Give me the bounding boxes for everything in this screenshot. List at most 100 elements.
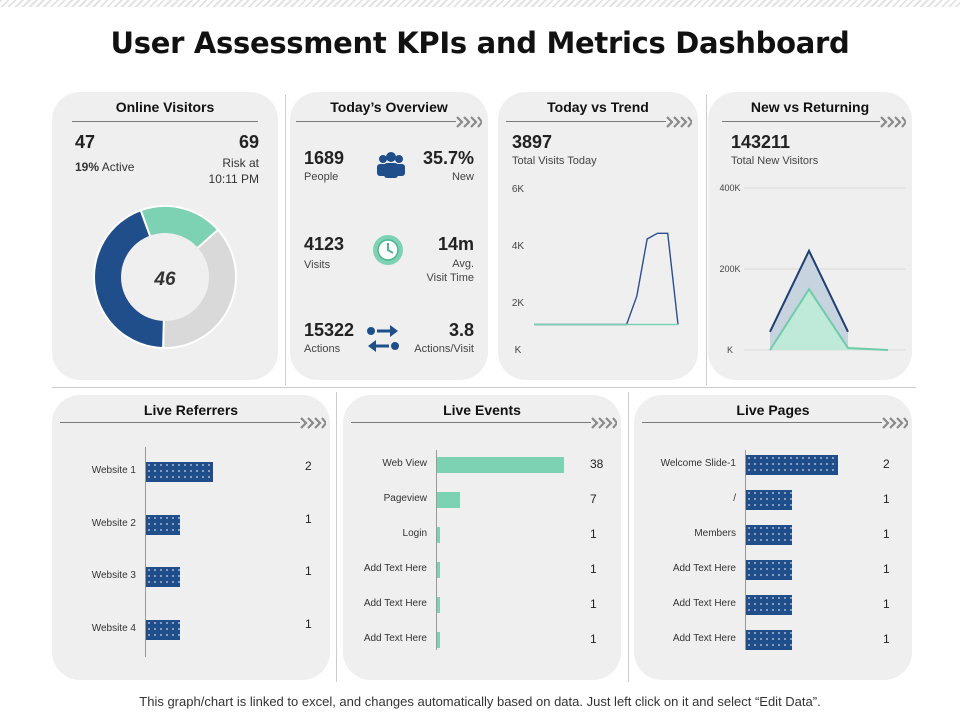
category-axis — [745, 450, 746, 650]
bar — [746, 560, 792, 580]
y-tick-label: 400K — [719, 183, 740, 193]
bar-value-label: 2 — [305, 459, 312, 473]
bar — [746, 455, 838, 475]
y-tick-label: K — [727, 345, 733, 355]
bar-value-label: 7 — [590, 492, 597, 506]
chevron-right-icon — [591, 417, 617, 429]
risk-time: 10:11 PM — [208, 172, 259, 186]
bar — [746, 490, 792, 510]
bar — [146, 462, 213, 482]
bar-value-label: 1 — [590, 527, 597, 541]
panel-title: New vs Returning — [750, 99, 870, 115]
separator — [628, 392, 629, 682]
chevron-right-icon — [880, 116, 906, 128]
title-underline — [642, 422, 882, 423]
online-visitors-panel: Online Visitors 47 19% Active 69 Risk at… — [52, 92, 278, 380]
avg-label-2: Visit Time — [426, 272, 474, 284]
today-vs-trend-chart: 6K 4K 2K K — [512, 184, 679, 356]
bar — [146, 514, 180, 535]
bar-value-label: 1 — [305, 511, 312, 526]
bar-category-label: Members — [694, 528, 736, 539]
panel-title: Online Visitors — [115, 99, 215, 115]
title-underline — [60, 422, 300, 423]
new-vs-returning-chart: 400K 200K K — [719, 183, 906, 355]
visits-value: 4123 — [304, 234, 345, 254]
separator — [52, 387, 916, 388]
separator — [285, 95, 286, 385]
title-underline — [506, 121, 666, 122]
dashboard-title: User Assessment KPIs and Metrics Dashboa… — [110, 26, 850, 60]
bar — [746, 595, 792, 615]
line-returning — [769, 248, 849, 333]
donut-hole — [121, 233, 209, 321]
returning-total: 143211 — [731, 132, 791, 152]
online-count: 47 — [75, 132, 96, 152]
top-stripe — [0, 0, 960, 7]
bar-value-label: 1 — [305, 616, 312, 631]
bar — [437, 527, 441, 543]
category-axis — [145, 447, 146, 657]
new-label: New — [451, 171, 474, 183]
active-line: 19% Active — [75, 160, 134, 174]
bar-value-label: 2 — [883, 457, 890, 471]
title-underline — [351, 422, 591, 423]
live-events-panel: Live Events Web View 38 Pageview 7 Login 1 Add… — [343, 395, 621, 680]
avg-time: 14m — [437, 234, 474, 254]
panel-title: Today’s Overview — [330, 99, 448, 115]
live-referrers-panel: Live Referrers Website 1 2 Website 2 1 Websi… — [52, 395, 330, 680]
trend-total: 3897 — [512, 132, 553, 152]
new-vs-returning-panel: New vs Returning 143211 Total New Visito… — [708, 92, 912, 380]
line-new — [769, 287, 889, 351]
bar-value-label: 1 — [590, 562, 597, 576]
bar-category-label: Welcome Slide-1 — [660, 458, 736, 469]
y-tick-label: K — [515, 345, 522, 356]
clock-icon — [373, 235, 403, 265]
live-pages-panel: Live Pages Welcome Slide-1 2 / 1 Members 1 Add… — [634, 395, 912, 680]
panel-title: Live Referrers — [143, 402, 239, 418]
bar-category-label: Pageview — [383, 493, 427, 504]
bar — [746, 630, 792, 650]
bar — [437, 457, 564, 473]
actions-value: 15322 — [304, 320, 355, 340]
panel-title: Today vs Trend — [547, 99, 649, 115]
bar-category-label: Website 1 — [91, 465, 136, 476]
bar-category-label: Add Text Here — [363, 598, 427, 609]
actions-label: Actions — [304, 343, 341, 355]
panel-title: Live Events — [443, 402, 521, 418]
bar-category-label: Add Text Here — [363, 563, 427, 574]
y-tick-label: 200K — [719, 264, 740, 274]
series-line-today — [534, 232, 679, 326]
y-tick-label: 6K — [512, 184, 525, 195]
separator — [336, 392, 337, 682]
risk-label: Risk at — [222, 156, 259, 170]
people-label: People — [304, 171, 339, 183]
title-underline — [72, 121, 258, 122]
bar-value-label: 1 — [883, 492, 890, 506]
bar-category-label: Web View — [382, 458, 427, 469]
apv-label: Actions/Visit — [414, 343, 474, 355]
chevron-right-icon — [300, 417, 326, 429]
active-label: Active — [101, 160, 135, 174]
donut-center-value: 46 — [154, 269, 176, 290]
bar — [146, 567, 180, 587]
apv-value: 3.8 — [448, 320, 474, 340]
bar-category-label: Add Text Here — [672, 563, 736, 574]
bar — [437, 597, 441, 613]
bar-category-label: Add Text Here — [672, 633, 736, 644]
today-vs-trend-panel: Today vs Trend 3897 Total Visits Today 6… — [498, 92, 698, 380]
chevron-right-icon — [666, 116, 692, 128]
chevron-right-icon — [456, 116, 482, 128]
bar-category-label: Add Text Here — [363, 633, 427, 644]
bar-value-label: 1 — [590, 597, 597, 611]
footer-note: This graph/chart is linked to excel, and… — [139, 694, 821, 709]
y-tick-label: 4K — [512, 241, 525, 252]
bar-category-label: Login — [402, 528, 427, 539]
bar-value-label: 1 — [883, 527, 890, 541]
title-underline — [722, 121, 880, 122]
risk-value: 69 — [238, 132, 259, 152]
bar — [437, 562, 441, 578]
bar-value-label: 1 — [883, 597, 890, 611]
bar-category-label: Website 4 — [91, 622, 136, 634]
avg-label: Avg. — [452, 258, 474, 270]
bar-category-label: Website 2 — [91, 517, 136, 529]
